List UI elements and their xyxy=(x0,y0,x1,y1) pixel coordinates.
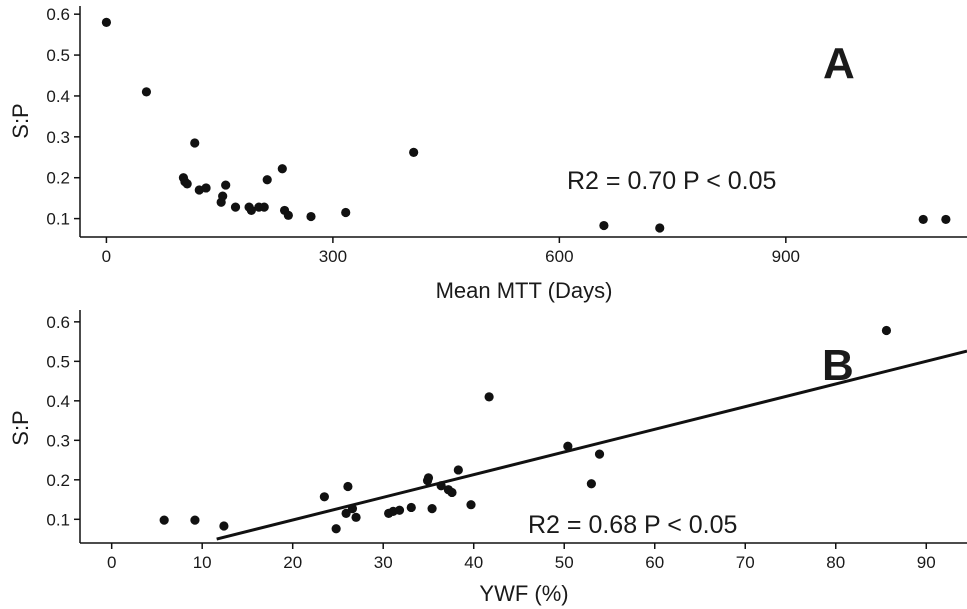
panel-a-stats-annotation: R2 = 0.70 P < 0.05 xyxy=(567,167,776,195)
panel-a-data-point xyxy=(201,183,211,193)
panel-a-y-tick-label: 0.2 xyxy=(46,169,70,188)
panel-b-y-tick-label: 0.4 xyxy=(46,392,70,411)
panel-a-x-tick-label: 0 xyxy=(102,247,111,266)
panel-b-data-point xyxy=(331,524,341,534)
panel-a-x-tick-label: 600 xyxy=(545,247,573,266)
panel-a-y-tick-label: 0.1 xyxy=(46,210,70,229)
panel-b-data-point xyxy=(586,479,596,489)
panel-b-data-point xyxy=(447,487,457,498)
panel-a-data-point xyxy=(277,164,287,174)
panel-b-fit-line xyxy=(216,349,967,541)
panel-a-y-ticks: 0.1 0.2 0.3 0.4 0.5 0.6 xyxy=(46,5,80,229)
panel-b-x-tick-label: 60 xyxy=(645,553,664,572)
panel-b-x-tick-label: 10 xyxy=(193,553,212,572)
panel-a-data-point xyxy=(141,87,152,97)
panel-b-data-point xyxy=(423,473,434,483)
panel-b-data-point xyxy=(594,449,605,459)
panel-a: 0 300 600 900 0.1 0.2 0.3 0.4 0.5 0.6 Mean MTT (… xyxy=(8,5,967,303)
panel-b-x-tick-label: 50 xyxy=(555,553,574,572)
panel-b-data-point xyxy=(427,504,437,514)
panel-b-y-tick-label: 0.1 xyxy=(46,510,70,529)
panel-a-x-axis-title: Mean MTT (Days) xyxy=(436,278,613,303)
panel-b-x-tick-label: 0 xyxy=(107,553,116,572)
panel-b-data-point xyxy=(341,508,351,518)
panel-a-data-point xyxy=(918,214,928,225)
panel-b-axes xyxy=(79,310,967,544)
panel-b-data-point xyxy=(343,481,353,492)
panel-a-data-point xyxy=(218,191,228,201)
panel-a-data-point xyxy=(259,202,269,212)
panel-a-y-axis-title: S:P xyxy=(8,103,33,138)
panel-b-x-tick-label: 90 xyxy=(917,553,936,572)
panel-b-y-tick-label: 0.6 xyxy=(46,313,70,332)
panel-a-data-point xyxy=(655,223,665,233)
panel-b-y-axis-title: S:P xyxy=(8,410,33,445)
panel-b-y-ticks: 0.1 0.2 0.3 0.4 0.5 0.6 xyxy=(46,313,80,529)
panel-b-data-point xyxy=(394,505,405,515)
panel-a-data-point xyxy=(262,175,272,185)
panel-b-data-point xyxy=(219,521,229,531)
panel-b-data-point xyxy=(319,492,329,502)
panel-b-x-tick-label: 30 xyxy=(374,553,393,572)
panel-a-data-point xyxy=(221,180,231,190)
panel-b-data-point xyxy=(436,481,446,491)
panel-a-y-tick-label: 0.4 xyxy=(46,87,70,106)
panel-b-data-point xyxy=(563,441,573,451)
panel-a-data-point xyxy=(182,179,192,189)
panel-b-x-tick-label: 70 xyxy=(736,553,755,572)
panel-a-data-point xyxy=(190,138,200,148)
panel-a-data-point xyxy=(283,210,293,220)
panel-a-data-point xyxy=(101,17,112,27)
panel-a-x-ticks: 0 300 600 900 xyxy=(102,237,800,266)
panel-b-points xyxy=(159,325,892,534)
panel-a-axes xyxy=(79,6,967,238)
panel-b-data-point xyxy=(190,515,200,525)
panel-b-data-point xyxy=(484,392,494,402)
panel-a-y-tick-label: 0.5 xyxy=(46,46,70,65)
panel-b-data-point xyxy=(159,515,169,525)
panel-a-y-tick-label: 0.6 xyxy=(46,5,70,24)
panel-b-data-point xyxy=(453,465,463,475)
panel-b-data-point xyxy=(881,325,892,336)
panel-b-x-tick-label: 40 xyxy=(464,553,483,572)
panel-b-x-tick-label: 80 xyxy=(826,553,845,572)
panel-a-data-point xyxy=(246,205,256,216)
panel-b-data-point xyxy=(351,512,361,522)
panel-b-data-point xyxy=(406,502,416,513)
panel-b-x-tick-label: 20 xyxy=(283,553,302,572)
panel-a-x-tick-label: 300 xyxy=(319,247,347,266)
panel-a-y-tick-label: 0.3 xyxy=(46,128,70,147)
panel-b-x-axis-title: YWF (%) xyxy=(479,581,568,606)
panel-b-y-tick-label: 0.2 xyxy=(46,471,70,490)
panel-b-y-tick-label: 0.5 xyxy=(46,352,70,371)
panel-a-points xyxy=(101,17,951,233)
panel-b-x-ticks: 0 10 20 30 40 50 60 70 80 90 xyxy=(107,543,936,572)
panel-a-data-point xyxy=(341,207,351,218)
panel-b-fit-line-group xyxy=(216,349,967,541)
panel-a-x-tick-label: 900 xyxy=(772,247,800,266)
panel-a-label: A xyxy=(823,39,855,88)
panel-b-stats-annotation: R2 = 0.68 P < 0.05 xyxy=(528,511,737,539)
panel-b-data-point xyxy=(466,500,476,510)
panel-b-data-point xyxy=(347,504,358,514)
panel-b: B 0 10 20 30 40 50 60 70 80 90 0.10.20.30.40.50.6… xyxy=(8,310,967,606)
panel-a-data-point xyxy=(306,211,316,222)
panel-a-data-point xyxy=(409,147,419,157)
panel-a-data-point xyxy=(230,202,241,212)
panel-a-data-point xyxy=(599,220,609,231)
panel-b-y-tick-label: 0.3 xyxy=(46,431,70,450)
panel-a-data-point xyxy=(941,214,951,225)
